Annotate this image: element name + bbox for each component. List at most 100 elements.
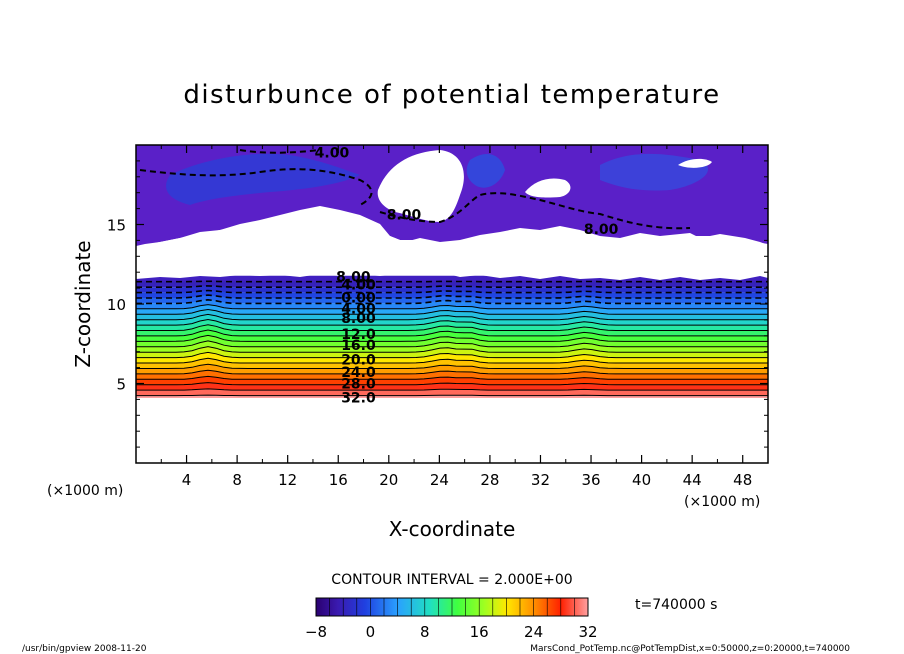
contour-line	[136, 382, 768, 386]
y-tick-label: 10	[107, 296, 126, 314]
contour-label: 16.0	[341, 338, 376, 354]
x-tick-label: 48	[733, 471, 752, 489]
y-tick-label: 5	[116, 376, 126, 394]
contour-line	[136, 308, 768, 315]
contour-line	[136, 346, 768, 353]
contour-line	[136, 334, 768, 342]
contour-label: 8.00	[341, 311, 376, 327]
contour-label: 0.00	[341, 290, 376, 306]
color-band	[136, 314, 768, 326]
plot-area	[136, 145, 768, 463]
color-band	[136, 364, 768, 374]
contour-label: 28.0	[341, 376, 376, 392]
contour-label: 24.0	[341, 365, 376, 381]
color-band	[136, 290, 768, 298]
clear-sky-band	[136, 209, 768, 280]
color-band	[136, 340, 768, 353]
contour-line	[136, 318, 768, 326]
contour-line	[136, 375, 768, 380]
color-band	[136, 358, 768, 369]
contour-label: 20.0	[341, 352, 376, 368]
colorbar-label: 0	[366, 623, 376, 641]
x-tick-label: 16	[329, 471, 348, 489]
contour-line	[136, 388, 768, 391]
color-band	[136, 319, 768, 331]
color-band	[136, 309, 768, 320]
color-band	[136, 376, 768, 385]
x-tick-label: 32	[531, 471, 550, 489]
contour-line	[136, 357, 768, 364]
contour-label: 4.00	[341, 302, 376, 318]
cloud-clear-1	[377, 150, 464, 222]
colorbar-label: 32	[578, 623, 597, 641]
x-tick-label: 20	[379, 471, 398, 489]
upper-blue-patch-3	[600, 153, 709, 191]
color-band	[136, 304, 768, 315]
footer-left: /usr/bin/gpview 2008-11-20	[22, 644, 147, 654]
cloud-clear-3	[678, 158, 712, 168]
colorbar: −8 0 8 16 24 32	[305, 597, 598, 641]
contour-line	[136, 369, 768, 375]
cloud-dashed-3	[239, 149, 321, 154]
color-band	[136, 281, 768, 288]
color-band	[136, 346, 768, 358]
contour-line	[136, 329, 768, 337]
x-axis-label: X-coordinate	[389, 517, 516, 541]
color-band	[136, 370, 768, 380]
contour-line	[136, 340, 768, 348]
contour-label: 4.00	[315, 146, 350, 162]
color-band	[136, 299, 768, 309]
x-tick-label: 44	[683, 471, 702, 489]
x-tick-label: 28	[480, 471, 499, 489]
upper-blue-patch-2	[466, 154, 505, 188]
contour-line	[136, 289, 768, 294]
contour-label: 12.0	[341, 327, 376, 343]
contour-label: 4.00	[341, 278, 376, 294]
chart-title: disturbunce of potential temperature	[183, 80, 720, 110]
contour-line	[136, 313, 768, 321]
upper-cloud-field	[136, 145, 768, 246]
color-band	[136, 352, 768, 363]
contour-line	[136, 351, 768, 359]
contour-line	[136, 298, 768, 305]
cloud-dashed-1	[139, 168, 373, 206]
colorbar-label: 8	[420, 623, 430, 641]
contour-label: 8.00	[336, 270, 371, 286]
contour-labels: 4.008.008.008.004.000.004.008.0012.016.0…	[315, 146, 619, 407]
x-tick-label: 40	[632, 471, 651, 489]
cloud-clear-2	[525, 178, 571, 198]
contour-line	[136, 285, 768, 288]
upper-blue-patch	[166, 153, 360, 205]
color-bands	[136, 275, 768, 401]
contour-label: 8.00	[387, 208, 422, 224]
colorbar-label: −8	[305, 623, 327, 641]
contour-interval: CONTOUR INTERVAL = 2.000E+00	[331, 572, 572, 588]
x-tick-label: 12	[278, 471, 297, 489]
contour-line	[136, 363, 768, 369]
contour-label: 32.0	[341, 391, 376, 407]
contour-line	[136, 304, 768, 310]
contour-line	[136, 324, 768, 331]
colorbar-label: 16	[470, 623, 489, 641]
contour-lines	[136, 280, 768, 397]
footer-right: MarsCond_PotTemp.nc@PotTempDist,x=0:5000…	[530, 644, 850, 654]
color-band	[136, 335, 768, 347]
color-band	[136, 295, 768, 304]
color-band	[136, 324, 768, 336]
y-axis-ticks: 5 10 15	[107, 160, 768, 448]
x-unit-right: (×1000 m)	[684, 494, 760, 510]
contour-label: 8.00	[584, 222, 619, 238]
x-unit-left: (×1000 m)	[47, 483, 123, 499]
x-tick-label: 36	[581, 471, 600, 489]
x-axis-ticks: 4 8 12 16 20 24 28 32 36 40 44 48	[160, 145, 752, 489]
colorbar-label: 24	[524, 623, 543, 641]
top-band	[136, 275, 768, 286]
colorbar-ticks: −8 0 8 16 24 32	[305, 598, 598, 641]
y-axis-label: Z-coordinate	[71, 240, 95, 367]
y-tick-label: 15	[107, 217, 126, 235]
color-band	[136, 382, 768, 391]
lower-empty-region	[136, 398, 768, 463]
x-tick-label: 4	[182, 471, 192, 489]
contour-line	[136, 294, 768, 299]
